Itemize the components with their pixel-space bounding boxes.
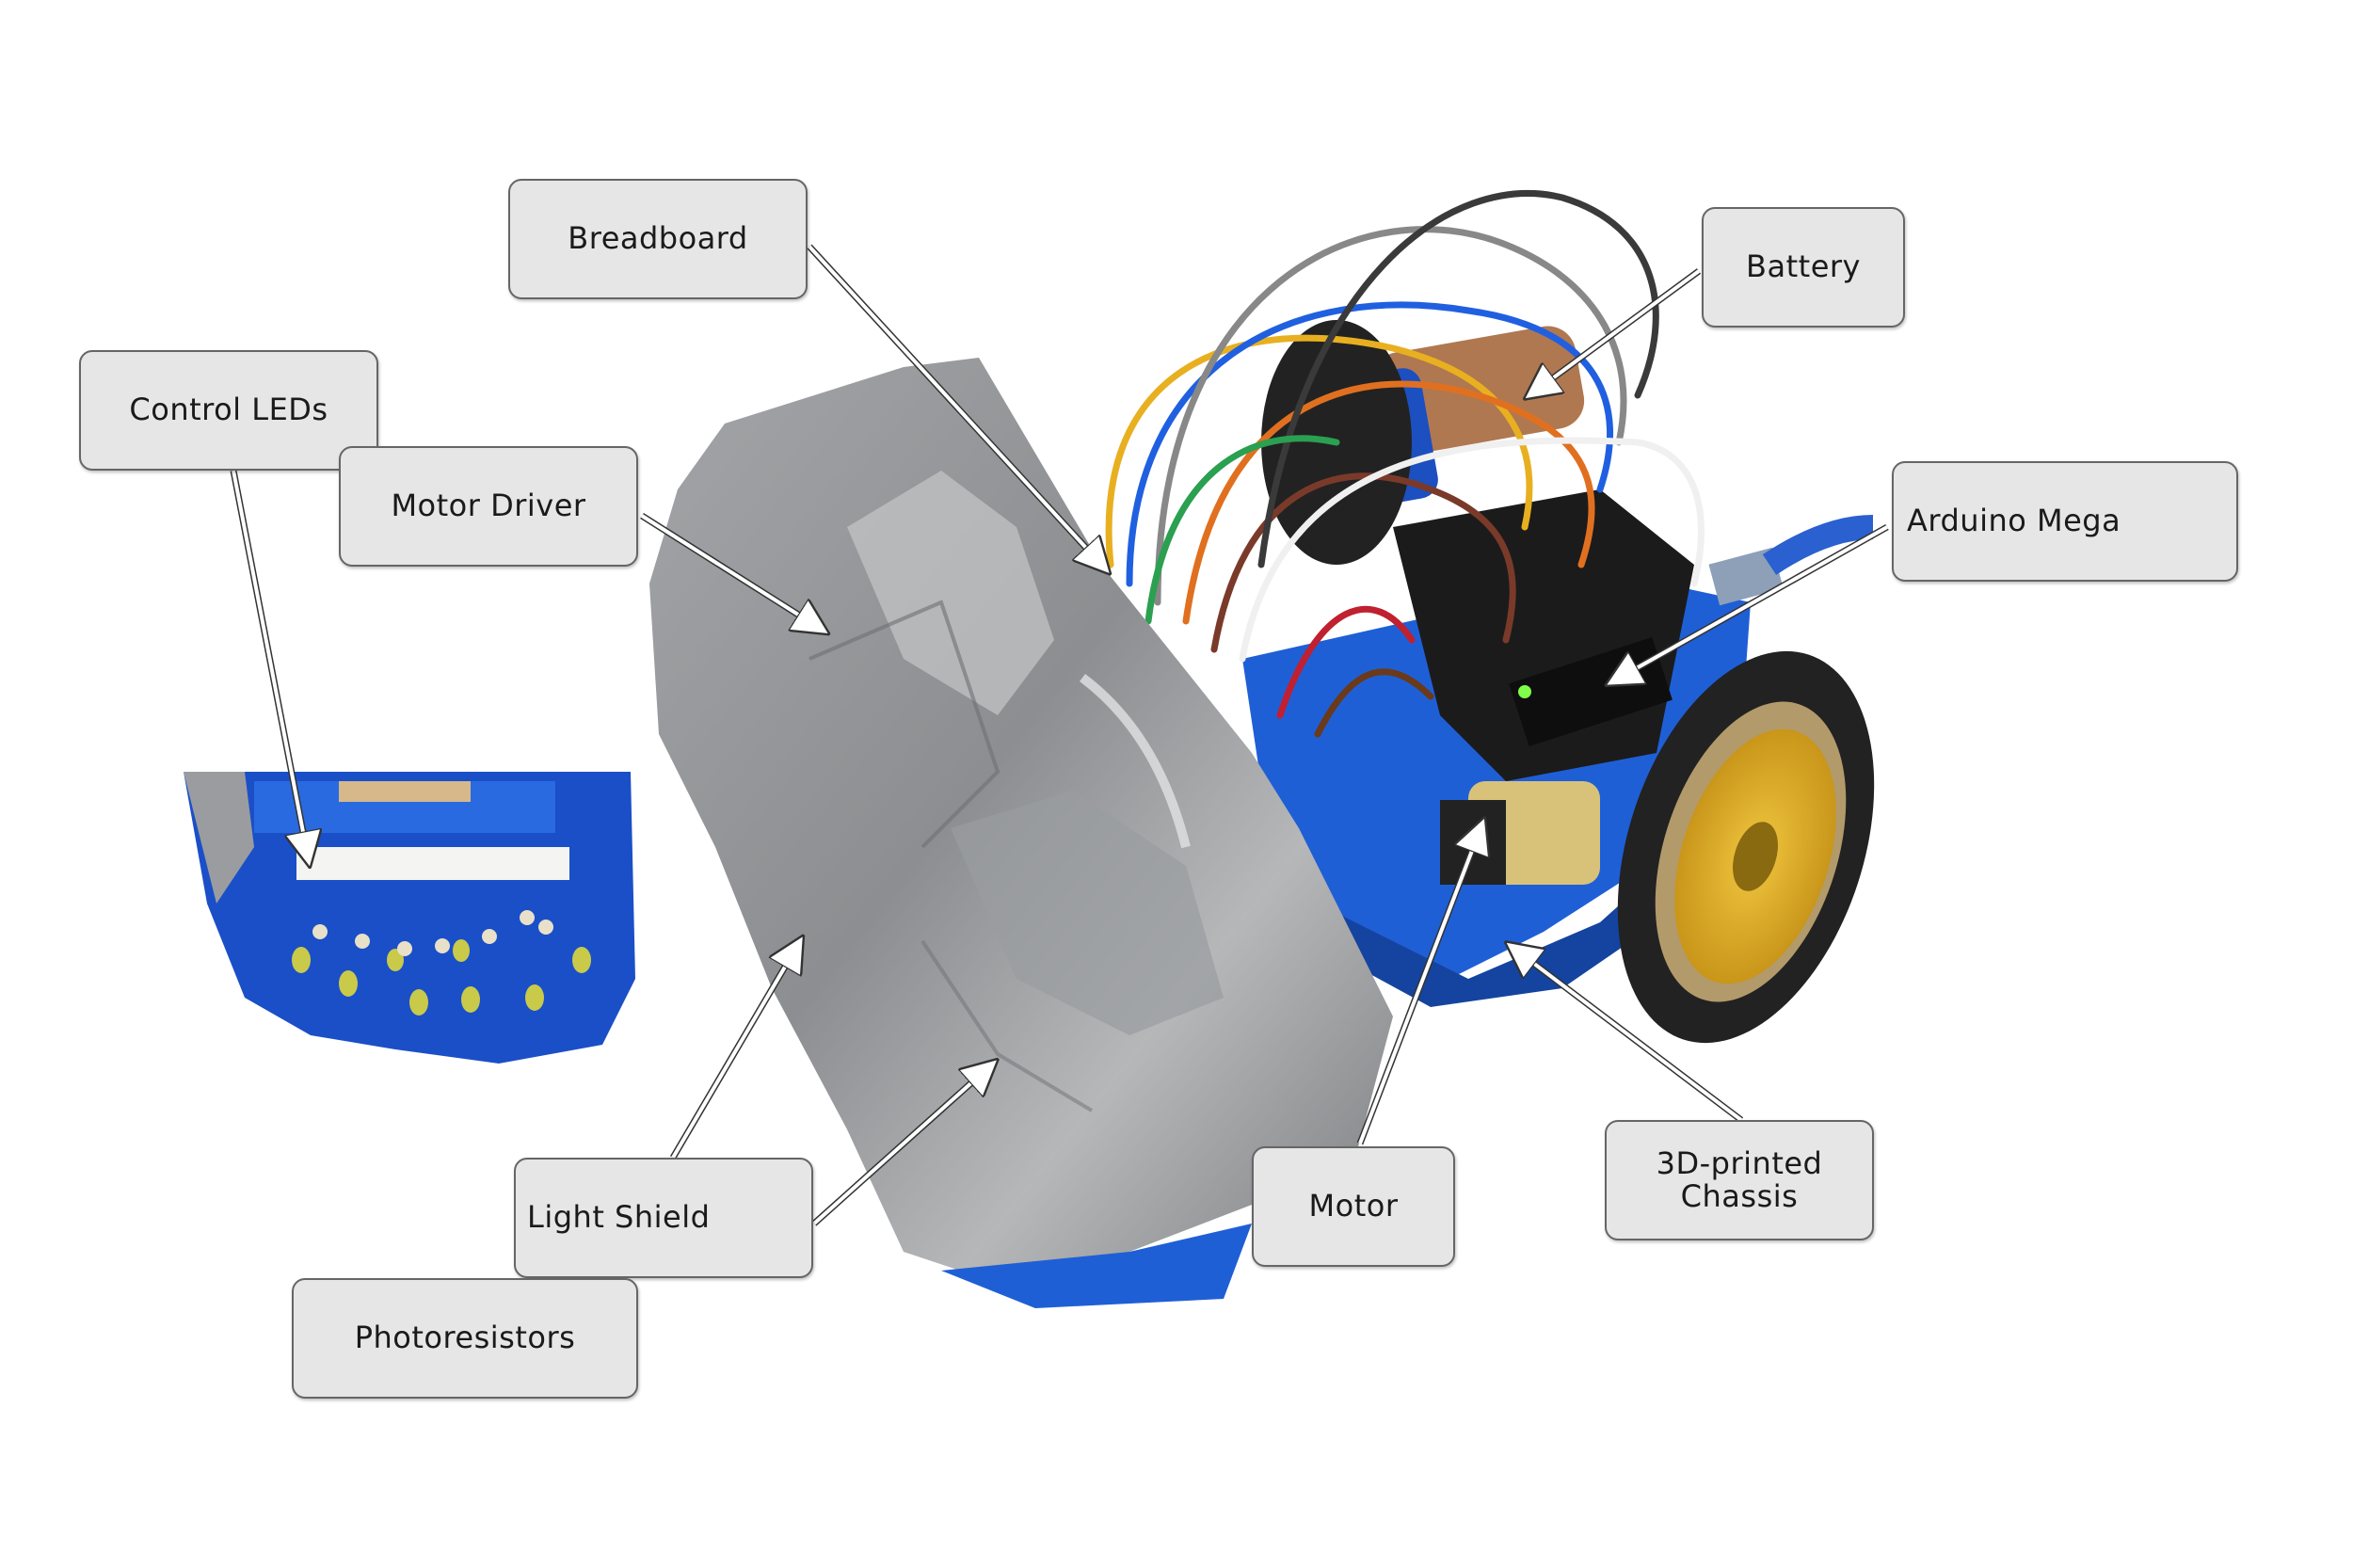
leader-battery xyxy=(1529,268,1702,395)
leader-lines xyxy=(230,244,1889,1226)
inset-led-view xyxy=(184,772,635,1064)
usb-cable xyxy=(1762,515,1874,575)
shield-blue-base xyxy=(941,1224,1252,1308)
label-chassis-text-line1: 3D-printed xyxy=(1656,1144,1823,1181)
inset-wood xyxy=(339,781,471,802)
tape-fold xyxy=(951,791,1224,1035)
inset-leds xyxy=(312,910,553,956)
label-control-leds: Control LEDs xyxy=(79,350,378,471)
tape-crease xyxy=(808,600,1000,849)
label-chassis: 3D-printed Chassis xyxy=(1605,1120,1874,1240)
label-arduino-mega-text: Arduino Mega xyxy=(1907,503,2121,539)
tape-highlight xyxy=(1079,674,1191,849)
label-photoresistors-text: Photoresistors xyxy=(354,1320,576,1356)
label-chassis-text-line2: Chassis xyxy=(1680,1178,1799,1214)
front-wheel-center xyxy=(1733,822,1778,891)
label-control-leds-text: Control LEDs xyxy=(129,392,328,428)
label-battery: Battery xyxy=(1702,207,1905,328)
label-motor-driver-text: Motor Driver xyxy=(391,488,586,524)
leader-light-shield xyxy=(669,941,800,1160)
label-motor-driver: Motor Driver xyxy=(339,446,638,567)
inset-led-strip xyxy=(296,847,569,880)
leader-motor xyxy=(1356,824,1482,1145)
leader-chassis xyxy=(1511,946,1744,1123)
leader-arduino-mega xyxy=(1611,523,1889,682)
tape-fold xyxy=(847,471,1054,715)
leader-breadboard xyxy=(807,244,1106,569)
label-breadboard: Breadboard xyxy=(508,179,808,299)
label-motor-text: Motor xyxy=(1308,1188,1399,1224)
label-photoresistors: Photoresistors xyxy=(292,1278,638,1399)
jumper-wires xyxy=(1105,190,1705,738)
status-led xyxy=(1518,685,1531,698)
leader-control-leds xyxy=(230,470,309,861)
robot-body xyxy=(1242,320,1875,1044)
leader-light-shield-2 xyxy=(811,1064,993,1226)
tape-crease xyxy=(920,939,1094,1112)
label-battery-text: Battery xyxy=(1746,248,1861,285)
inset-tape-edge xyxy=(184,772,254,904)
label-light-shield: Light Shield xyxy=(514,1158,813,1278)
light-shield xyxy=(649,358,1393,1308)
inset-photoresistors xyxy=(292,939,591,1016)
usb-connector xyxy=(1708,547,1784,606)
label-motor: Motor xyxy=(1252,1146,1455,1267)
label-arduino-mega: Arduino Mega xyxy=(1892,461,2238,582)
label-light-shield-text: Light Shield xyxy=(527,1199,711,1236)
leader-motor-driver xyxy=(640,513,824,631)
label-breadboard-text: Breadboard xyxy=(568,220,748,257)
chassis-shadow xyxy=(1318,838,1713,1007)
